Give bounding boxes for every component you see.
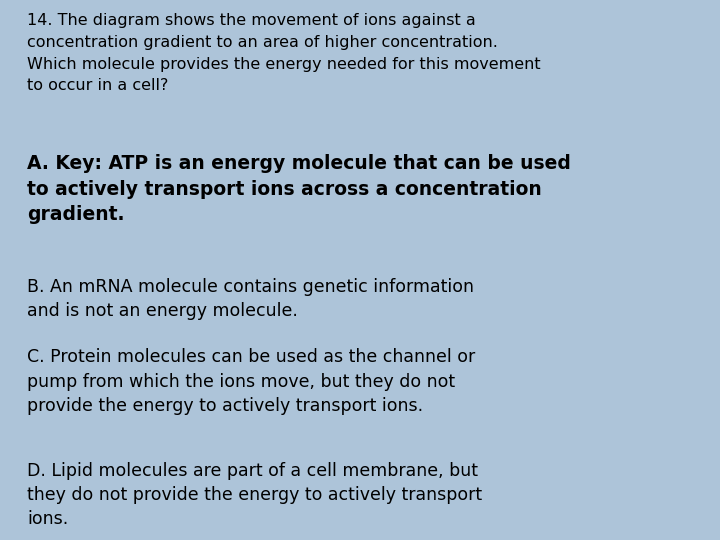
Text: B. An mRNA molecule contains genetic information
and is not an energy molecule.: B. An mRNA molecule contains genetic inf…: [27, 278, 474, 320]
Text: C. Protein molecules can be used as the channel or
pump from which the ions move: C. Protein molecules can be used as the …: [27, 348, 476, 415]
Text: A. Key: ATP is an energy molecule that can be used
to actively transport ions ac: A. Key: ATP is an energy molecule that c…: [27, 154, 571, 225]
Text: 14. The diagram shows the movement of ions against a
concentration gradient to a: 14. The diagram shows the movement of io…: [27, 14, 541, 93]
Text: D. Lipid molecules are part of a cell membrane, but
they do not provide the ener: D. Lipid molecules are part of a cell me…: [27, 462, 482, 528]
